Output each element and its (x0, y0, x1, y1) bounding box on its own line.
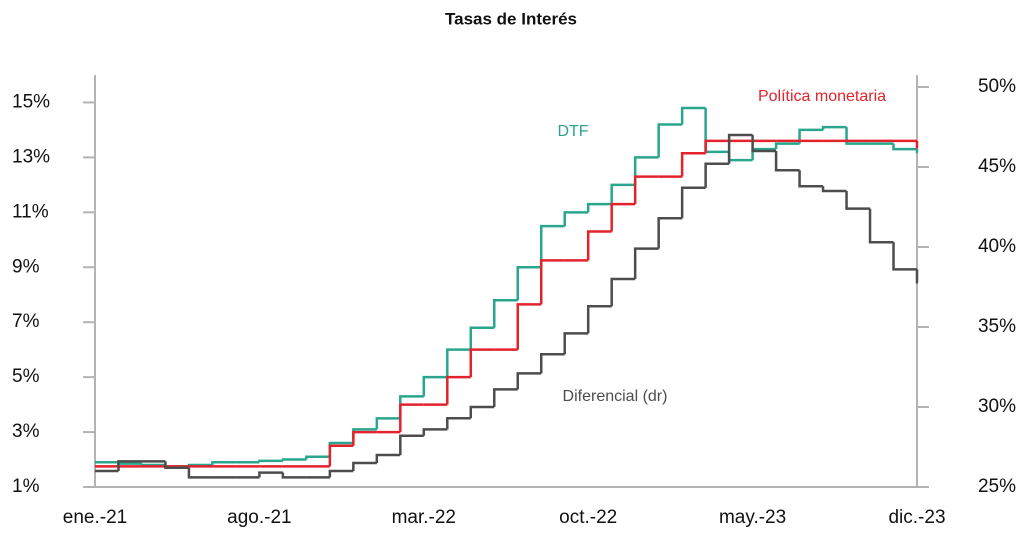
step-segment (352, 430, 377, 446)
step-segment (539, 259, 565, 305)
step-segment (446, 375, 471, 405)
y2-tick-label: 40% (978, 236, 1016, 257)
step-segment (727, 133, 753, 164)
x-tick-label: dic.-23 (888, 507, 945, 528)
step-segment (680, 152, 706, 177)
step-segment (704, 139, 730, 154)
y-tick-label: 15% (12, 91, 50, 112)
x-tick-label: may.-23 (719, 507, 786, 528)
step-segment (469, 405, 495, 419)
step-segment (704, 162, 730, 188)
step-segment (211, 461, 236, 466)
step-segment (845, 191, 871, 210)
step-segment (399, 403, 424, 433)
y2-tick-label: 45% (978, 156, 1016, 177)
step-segment (727, 151, 753, 162)
step-segment (610, 202, 636, 232)
y2-tick-label: 50% (978, 76, 1016, 97)
y-tick-label: 3% (12, 421, 40, 442)
step-segment (281, 472, 307, 479)
step-segment (751, 135, 777, 153)
step-segment (399, 434, 424, 455)
step-segment (469, 326, 495, 350)
y-tick-label: 7% (12, 311, 40, 332)
step-segment (563, 332, 589, 355)
y2-tick-label: 25% (978, 476, 1016, 497)
step-segment (399, 395, 424, 419)
step-segment (821, 125, 847, 130)
x-tick-label: oct.-22 (559, 507, 617, 528)
step-segment (680, 106, 706, 125)
step-segment (633, 175, 659, 205)
step-segment (563, 211, 589, 227)
step-segment (798, 128, 824, 144)
step-segment (140, 463, 166, 467)
y-tick-label: 9% (12, 256, 40, 277)
step-segment (539, 224, 565, 268)
step-segment (821, 186, 847, 193)
step-segment (516, 372, 542, 390)
step-segment (328, 444, 354, 467)
step-segment (258, 459, 283, 463)
y2-tick-label: 30% (978, 396, 1016, 417)
y-tick-label: 11% (12, 201, 49, 222)
step-segment (469, 348, 495, 378)
step-segment (915, 269, 919, 284)
step-segment (446, 348, 471, 378)
step-segment (422, 428, 448, 436)
step-segment (586, 230, 612, 261)
x-tick-label: mar.-22 (392, 507, 456, 528)
step-segment (845, 127, 871, 145)
step-segment (258, 471, 283, 478)
y2-tick-label: 35% (978, 316, 1016, 337)
step-segment (774, 142, 800, 150)
step-segment (493, 388, 518, 407)
step-segment (892, 242, 917, 271)
step-segment (117, 460, 142, 471)
step-segment (633, 247, 659, 279)
step-segment (610, 277, 636, 307)
step-segment (915, 140, 919, 149)
step-segment (798, 170, 824, 188)
step-segment (610, 183, 636, 205)
series-label: DTF (557, 123, 588, 140)
y-tick-label: 1% (12, 476, 40, 497)
y-tick-label: 13% (12, 146, 50, 167)
series-label: Diferencial (dr) (563, 388, 668, 405)
step-segment (680, 186, 706, 219)
step-segment (586, 304, 612, 334)
x-tick-label: ene.-21 (63, 507, 127, 528)
step-segment (633, 156, 659, 185)
step-segment (657, 123, 683, 158)
y-tick-label: 5% (12, 366, 40, 387)
step-segment (868, 208, 894, 244)
step-segment (422, 375, 448, 397)
step-segment (704, 107, 730, 154)
step-segment (281, 458, 307, 461)
step-segment (375, 417, 401, 430)
step-segment (774, 151, 800, 172)
x-tick-label: ago.-21 (227, 507, 291, 528)
step-segment (539, 352, 565, 374)
step-segment (516, 303, 542, 350)
step-segment (586, 202, 612, 213)
step-segment (375, 453, 401, 463)
step-segment (657, 216, 683, 249)
step-segment (446, 416, 471, 430)
step-segment (305, 455, 330, 460)
series-label: Política monetaria (758, 88, 886, 105)
step-segment (164, 461, 189, 470)
step-segment (493, 298, 518, 328)
step-segment (328, 469, 354, 478)
step-segment (892, 143, 917, 151)
step-segment (352, 461, 377, 471)
step-segment (516, 266, 542, 301)
step-segment (915, 149, 919, 154)
step-segment (187, 467, 213, 479)
chart-title: Tasas de Interés (445, 9, 577, 28)
